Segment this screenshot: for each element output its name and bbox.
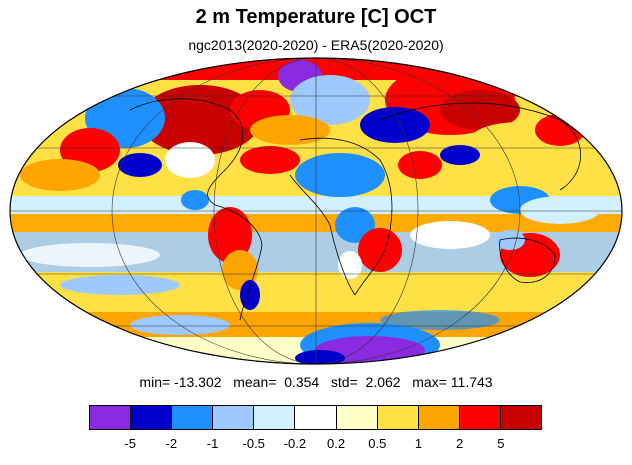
colorbar-box [377, 406, 419, 429]
colorbar-tick-label: 0.5 [368, 436, 387, 451]
coastlines [129, 98, 582, 321]
colorbar-tick-label: 0.2 [327, 436, 346, 451]
colorbar-labels: -5 -2 -1 -0.5 -0.2 0.2 0.5 1 2 5 [89, 436, 542, 454]
colorbar-box [500, 406, 542, 429]
std-label: std= [330, 374, 358, 390]
mean-value: 0.354 [284, 374, 320, 390]
colorbar [89, 405, 542, 430]
colorbar-box [336, 406, 378, 429]
plot-title: 2 m Temperature [C] OCT [195, 6, 437, 28]
graticule [10, 58, 622, 364]
std-value: 2.062 [365, 374, 401, 390]
colorbar-tick-label: -1 [206, 436, 219, 451]
colorbar-box [418, 406, 460, 429]
colorbar-tick-label: -2 [165, 436, 178, 451]
map-boundary [9, 57, 623, 365]
plot-subtitle: ngc2013(2020-2020) - ERA5(2020-2020) [188, 37, 444, 53]
statistics-line: min= -13.302 mean= 0.354 std= 2.062 max=… [0, 373, 632, 391]
colorbar-tick-label: -0.5 [242, 436, 265, 451]
colorbar-box [90, 406, 132, 429]
colorbar-box [295, 406, 337, 429]
temperature-field [10, 58, 622, 364]
mean-label: mean= [233, 374, 277, 390]
colorbar-box [254, 406, 296, 429]
colorbar-box [459, 406, 501, 429]
min-value: -13.302 [174, 374, 222, 390]
colorbar-box [131, 406, 173, 429]
colorbar-tick-label: 5 [497, 436, 505, 451]
colorbar-tick-label: -5 [124, 436, 136, 451]
colorbar-box [213, 406, 255, 429]
colorbar-tick-label: 1 [414, 436, 423, 451]
max-label: max= [412, 374, 447, 390]
max-value: 11.743 [450, 374, 493, 390]
min-label: min= [139, 374, 171, 390]
colorbar-tick-label: 2 [456, 436, 464, 451]
colorbar-box [172, 406, 214, 429]
colorbar-tick-label: -0.2 [283, 436, 307, 451]
